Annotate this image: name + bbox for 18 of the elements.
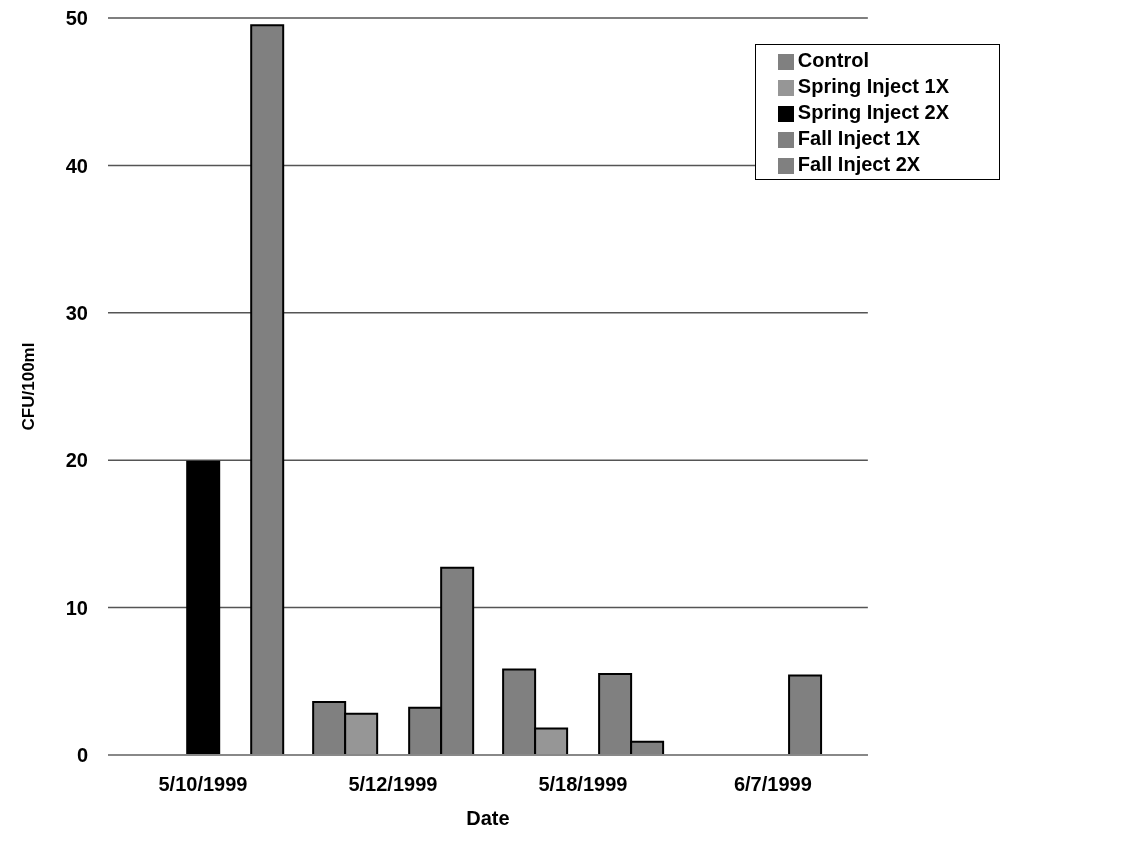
x-tick-label: 6/7/1999 — [733, 773, 812, 796]
bar — [186, 460, 221, 755]
y-tick-label: 30 — [65, 301, 88, 324]
legend-label: Control — [797, 49, 869, 71]
x-axis-title: Date — [466, 807, 510, 829]
y-tick-label: 10 — [65, 596, 88, 619]
y-tick-label: 40 — [65, 154, 88, 177]
x-tick-label: 5/10/1999 — [158, 773, 248, 796]
x-tick-label: 5/18/1999 — [538, 773, 628, 796]
y-tick-label: 50 — [65, 7, 88, 30]
x-tick-label: 5/12/1999 — [348, 773, 438, 796]
legend-label: Spring Inject 1X — [797, 75, 949, 97]
y-tick-label: 0 — [76, 744, 88, 767]
y-tick-label: 20 — [65, 449, 88, 472]
legend-label: Fall Inject 1X — [797, 127, 921, 149]
legend-label: Spring Inject 2X — [797, 101, 949, 123]
legend-label: Fall Inject 2X — [797, 153, 921, 175]
y-axis-title: CFU/100ml — [19, 342, 39, 431]
